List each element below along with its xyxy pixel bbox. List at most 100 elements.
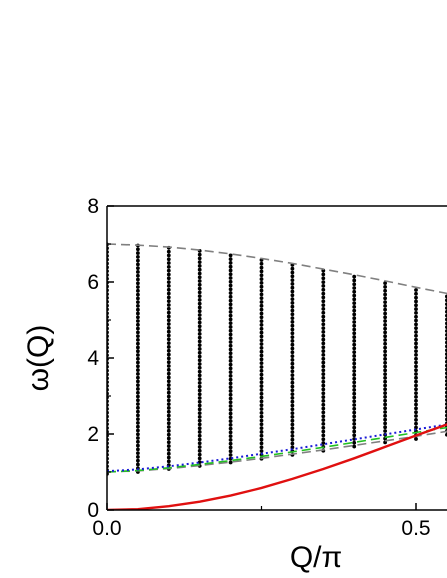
scatter-point (259, 349, 264, 354)
scatter-point (166, 421, 171, 426)
scatter-point (166, 341, 171, 346)
scatter-point (352, 399, 357, 404)
scatter-point (321, 372, 326, 376)
scatter-point (166, 444, 171, 448)
scatter-point (321, 333, 326, 338)
scatter-point (259, 368, 264, 373)
scatter-point (383, 334, 387, 339)
scatter-point (228, 332, 233, 337)
scatter-point (321, 287, 326, 292)
ticks: 0 2 4 6 8 0.0 0.5 (87, 195, 430, 540)
scatter-point (228, 453, 233, 457)
scatter-point (321, 356, 326, 361)
scatter-point (383, 292, 387, 297)
scatter-point (383, 357, 387, 361)
scatter-point (197, 365, 202, 370)
scatter-point (136, 296, 140, 301)
scatter-point (259, 407, 264, 411)
scatter-point (352, 410, 357, 415)
scatter-point (136, 409, 140, 414)
scatter-point (321, 391, 326, 396)
scatter-point (136, 360, 140, 365)
scatter-point (290, 422, 295, 427)
scatter-point (259, 319, 264, 324)
scatter-point (166, 379, 171, 384)
scatter-point (414, 383, 418, 388)
scatter-point (228, 336, 233, 341)
scatter-point (197, 324, 202, 329)
scatter-point (259, 395, 264, 400)
scatter-point (414, 295, 418, 300)
scatter-point (383, 383, 387, 388)
scatter-point (166, 348, 171, 353)
scatter-point (197, 437, 202, 442)
scatter-point (352, 304, 357, 309)
scatter-point (383, 372, 387, 377)
scatter-point (228, 309, 233, 314)
scatter-point (352, 312, 357, 317)
scatter-point (383, 345, 387, 350)
scatter-point (166, 383, 171, 387)
scatter-point (228, 276, 233, 280)
scatter-point (352, 335, 357, 339)
scatter-point (136, 375, 140, 380)
scatter-point (136, 315, 140, 320)
scatter-point (136, 330, 140, 335)
scatter-point (290, 388, 295, 393)
scatter-point (197, 343, 202, 348)
scatter-point (166, 318, 171, 323)
scatter-point (228, 370, 233, 375)
scatter-point (166, 455, 171, 460)
scatter-point (290, 331, 295, 336)
scatter-point (383, 300, 387, 304)
scatter-point (228, 422, 233, 427)
scatter-point (136, 334, 140, 339)
scatter-point (321, 410, 326, 415)
scatter-point (136, 319, 140, 323)
axes (106, 205, 447, 511)
scatter-point (197, 445, 202, 449)
scatter-point (383, 379, 387, 384)
scatter-point (166, 459, 171, 464)
series-line-dashed-2 (107, 426, 447, 473)
scatter-point (259, 284, 264, 289)
scatter-point (228, 302, 233, 307)
scatter-point (352, 297, 357, 302)
scatter-point (259, 261, 264, 266)
y-axis-label: ω(Q) (22, 325, 55, 392)
scatter-point (414, 425, 418, 430)
scatter-point (321, 383, 326, 388)
scatter-point (321, 402, 326, 407)
scatter-point (197, 426, 202, 431)
scatter-point (197, 418, 202, 423)
scatter-point (290, 346, 295, 351)
scatter-point (259, 292, 264, 297)
scatter-point (166, 291, 171, 296)
scatter-point (197, 460, 202, 465)
scatter-point (136, 379, 140, 384)
scatter-point (352, 350, 357, 355)
scatter-point (352, 274, 357, 279)
scatter-point (352, 369, 357, 373)
scatter-point (136, 439, 140, 444)
scatter-point (136, 356, 140, 361)
scatter-point (259, 391, 264, 396)
scatter-point (136, 270, 140, 274)
scatter-point (136, 462, 140, 467)
scatter-point (228, 385, 233, 390)
scatter-point (259, 441, 264, 446)
scatter-point (414, 417, 418, 422)
scatter-point (228, 257, 233, 262)
scatter-point (321, 299, 326, 304)
scatter-point (228, 396, 233, 401)
scatter-point (136, 364, 140, 369)
scatter-point (197, 305, 202, 310)
scatter-point (136, 273, 140, 278)
scatter-point (352, 342, 357, 347)
scatter-point (352, 421, 357, 426)
scatter-point (136, 247, 140, 252)
scatter-point (383, 398, 387, 403)
scatter-point (414, 311, 418, 315)
scatter-point (166, 257, 171, 262)
scatter-point (321, 376, 326, 380)
